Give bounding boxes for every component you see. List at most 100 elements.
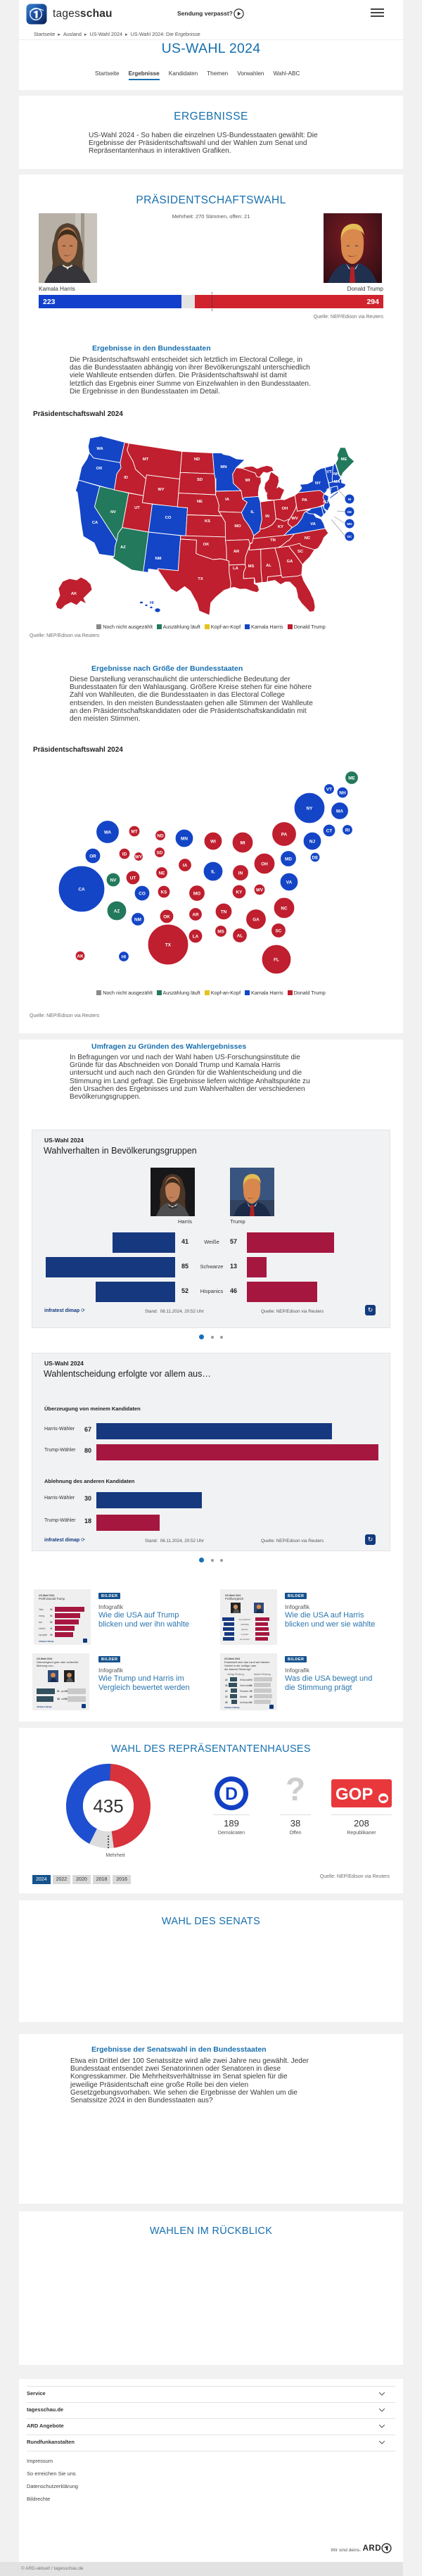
svg-text:NH: NH (339, 790, 346, 795)
svg-text:AL: AL (266, 564, 271, 568)
svg-text:51: 51 (57, 1690, 60, 1693)
svg-text:SD: SD (157, 850, 163, 855)
svg-text:LA: LA (233, 567, 239, 571)
svg-text:KS: KS (161, 890, 168, 895)
svg-text:435: 435 (93, 1795, 123, 1817)
svg-text:FL: FL (274, 957, 279, 962)
svg-text:WY: WY (158, 488, 164, 492)
svg-text:69: 69 (250, 1690, 252, 1693)
svg-text:MT: MT (143, 457, 149, 462)
svg-text:UT: UT (134, 506, 140, 510)
svg-text:23: 23 (225, 1696, 228, 1698)
svg-text:AR: AR (192, 912, 199, 917)
svg-text:IL: IL (250, 510, 255, 514)
svg-text:NE: NE (197, 500, 203, 504)
svg-text:MA: MA (336, 809, 343, 814)
svg-text:64: 64 (250, 1701, 252, 1704)
svg-text:ehrlich: ehrlich (39, 1627, 46, 1630)
svg-text:die falsche Richtung?: die falsche Richtung? (224, 1667, 252, 1671)
svg-text:48: 48 (57, 1698, 60, 1700)
svg-text:WA: WA (96, 447, 103, 451)
svg-text:infratest dimap: infratest dimap (224, 1706, 240, 1709)
svg-text:klar: klar (39, 1621, 43, 1624)
svg-text:KY: KY (278, 525, 283, 529)
svg-text:Profilvergleich: Profilvergleich (225, 1597, 244, 1600)
svg-text:WI: WI (210, 839, 216, 844)
svg-text:Profil Donald Trump: Profil Donald Trump (39, 1597, 65, 1600)
svg-text:infratest dimap: infratest dimap (39, 1640, 54, 1643)
svg-text:MO: MO (234, 524, 241, 529)
svg-text:CA: CA (78, 887, 85, 892)
svg-text:NY: NY (307, 806, 314, 811)
svg-text:ME: ME (341, 457, 347, 462)
svg-text:OR: OR (96, 467, 103, 471)
svg-text:93: 93 (50, 1608, 53, 1611)
svg-text:richtige Richtung: richtige Richtung (227, 1673, 244, 1676)
svg-text:Gebiet in die richtige oder: Gebiet in die richtige oder (224, 1664, 257, 1667)
svg-text:NY: NY (315, 481, 321, 486)
svg-text:OR: OR (89, 854, 96, 859)
svg-text:AL: AL (237, 933, 243, 938)
svg-text:DC: DC (347, 535, 352, 538)
svg-text:HI: HI (150, 601, 154, 605)
svg-text:DE: DE (312, 855, 319, 860)
svg-text:RI: RI (348, 498, 352, 501)
svg-text:MI: MI (240, 840, 245, 845)
svg-text:WY: WY (135, 854, 143, 859)
svg-text:CO: CO (165, 516, 172, 520)
svg-text:WV: WV (256, 888, 264, 892)
svg-text:MS: MS (217, 929, 224, 934)
svg-text:CT: CT (326, 828, 333, 833)
svg-text:MI: MI (263, 492, 268, 496)
svg-text:sympath.: sympath. (39, 1634, 48, 1636)
svg-text:74: 74 (250, 1679, 252, 1681)
svg-text:MT: MT (131, 829, 137, 834)
svg-text:DE: DE (347, 510, 352, 514)
svg-text:66: 66 (250, 1684, 252, 1687)
svg-text:OK: OK (203, 543, 210, 547)
svg-text:VT: VT (326, 787, 332, 792)
svg-text:AK: AK (71, 592, 77, 596)
svg-text:NC: NC (305, 536, 311, 541)
svg-text:IN: IN (265, 514, 269, 519)
svg-text:SD: SD (197, 478, 203, 482)
svg-text:MN: MN (181, 836, 188, 841)
svg-text:SC: SC (276, 928, 282, 933)
svg-text:AZ: AZ (114, 909, 120, 914)
svg-text:Wirtschaft: Wirtschaft (240, 1679, 250, 1681)
svg-text:GA: GA (287, 560, 294, 564)
svg-text:MO: MO (193, 891, 200, 896)
svg-text:41: 41 (50, 1627, 53, 1630)
svg-text:IA: IA (183, 863, 188, 868)
svg-text:ND: ND (194, 457, 200, 462)
svg-text:PA: PA (281, 832, 288, 837)
svg-text:AZ: AZ (120, 545, 126, 550)
svg-text:AR: AR (234, 550, 240, 554)
svg-text:TX: TX (198, 577, 203, 581)
svg-text:NV: NV (110, 878, 117, 883)
svg-text:Sicherheit: Sicherheit (240, 1684, 250, 1687)
svg-text:AK: AK (77, 954, 84, 959)
svg-text:Überwiegend gute oder schlecht: Überwiegend gute oder schlechte (37, 1660, 79, 1664)
svg-text:OH: OH (261, 861, 268, 866)
svg-text:IA: IA (225, 498, 230, 502)
svg-text:infratest dimap: infratest dimap (37, 1705, 52, 1708)
svg-text:OK: OK (163, 914, 170, 919)
svg-text:NM: NM (155, 557, 161, 561)
svg-text:48: 48 (65, 1690, 68, 1693)
svg-text:TN: TN (221, 909, 227, 914)
svg-text:HI: HI (122, 954, 127, 959)
svg-text:WI: WI (245, 479, 250, 483)
svg-text:MA: MA (333, 480, 340, 484)
svg-text:Einwand.: Einwand. (240, 1690, 249, 1693)
svg-text:ID: ID (122, 852, 127, 857)
svg-text:89: 89 (50, 1621, 53, 1624)
svg-text:NV: NV (110, 510, 116, 514)
svg-text:RI: RI (345, 828, 350, 833)
svg-text:Abtreib.: Abtreib. (240, 1696, 248, 1698)
svg-text:GOP: GOP (335, 1785, 373, 1804)
svg-text:US-Wahl 2024: US-Wahl 2024 (37, 1658, 52, 1660)
svg-text:US-Wahl 2024: US-Wahl 2024 (39, 1594, 54, 1597)
svg-text:WA: WA (104, 830, 112, 835)
svg-text:Entwickelt sich das Land auf d: Entwickelt sich das Land auf diesem (224, 1660, 270, 1664)
